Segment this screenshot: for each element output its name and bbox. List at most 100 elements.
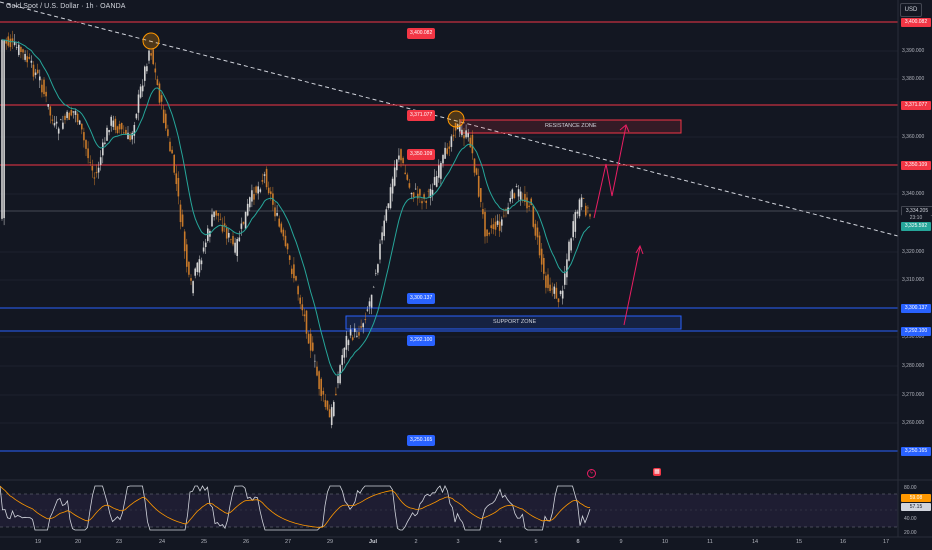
candle-body bbox=[515, 186, 518, 188]
countdown-label: 23:10 bbox=[901, 215, 931, 222]
candle-body bbox=[108, 130, 110, 133]
currency-button[interactable]: USD bbox=[900, 3, 922, 17]
candle-body bbox=[408, 183, 411, 188]
candle-body bbox=[385, 209, 388, 221]
swing-high-marker[interactable] bbox=[142, 32, 160, 50]
candle-body bbox=[444, 147, 446, 159]
date-tick: 15 bbox=[795, 539, 803, 545]
candle-body bbox=[536, 227, 539, 238]
candle-body bbox=[337, 376, 339, 384]
projection-path-up[interactable] bbox=[593, 125, 627, 219]
date-tick: 19 bbox=[34, 539, 42, 545]
candle-body bbox=[366, 309, 369, 311]
date-tick: 6 bbox=[576, 539, 580, 545]
candle-body bbox=[167, 129, 169, 136]
candle-body bbox=[425, 200, 427, 203]
date-tick: 16 bbox=[839, 539, 847, 545]
candle-body bbox=[322, 390, 325, 395]
candle-body bbox=[11, 38, 14, 42]
candle-body bbox=[490, 225, 493, 229]
candle-body bbox=[39, 76, 41, 81]
candle-body bbox=[141, 85, 144, 92]
candle-body bbox=[204, 242, 207, 248]
candle-body bbox=[114, 118, 117, 131]
candle-body bbox=[249, 197, 251, 208]
candle-body bbox=[580, 197, 583, 208]
candle-body bbox=[156, 79, 159, 85]
candle-body bbox=[47, 104, 49, 107]
candle-body bbox=[335, 393, 337, 396]
candle-body bbox=[341, 355, 343, 365]
candle-body bbox=[410, 193, 413, 195]
candle-body bbox=[471, 134, 474, 154]
support-zone[interactable] bbox=[345, 315, 682, 330]
candle-body bbox=[486, 229, 488, 237]
level-tag-r1[interactable]: 3,400.082 bbox=[407, 28, 436, 39]
calendar-icon[interactable]: ▦ bbox=[653, 468, 661, 476]
candle-body bbox=[112, 120, 115, 127]
candle-body bbox=[570, 238, 572, 251]
candle-body bbox=[57, 128, 60, 134]
candle-body bbox=[574, 212, 577, 232]
trendline[interactable] bbox=[0, 1, 899, 237]
candle-body bbox=[305, 310, 308, 334]
candle-body bbox=[530, 198, 532, 206]
candle-body bbox=[280, 223, 283, 233]
support-zone-label: SUPPORT ZONE bbox=[493, 319, 537, 325]
axis-label-r3: 3,350.109 bbox=[901, 161, 931, 170]
level-tag-s3[interactable]: 3,250.165 bbox=[407, 435, 436, 446]
candle-body bbox=[152, 49, 154, 65]
candle-body bbox=[137, 94, 140, 113]
candle-body bbox=[240, 223, 243, 229]
candle-body bbox=[330, 407, 333, 426]
rsi-line bbox=[0, 485, 591, 531]
candle-body bbox=[295, 276, 297, 281]
candle-body bbox=[276, 212, 278, 216]
candle-body bbox=[217, 213, 220, 216]
candle-body bbox=[488, 232, 490, 235]
candle-body bbox=[127, 132, 129, 140]
candle-body bbox=[102, 142, 104, 156]
candle-body bbox=[34, 72, 37, 75]
candle-body bbox=[74, 111, 77, 115]
candle-body bbox=[498, 221, 501, 231]
candle-body bbox=[192, 281, 194, 294]
candle-body bbox=[150, 53, 152, 56]
candle-body bbox=[358, 332, 360, 336]
candle-body bbox=[519, 191, 522, 200]
candle-body bbox=[387, 203, 390, 208]
candle-body bbox=[257, 186, 259, 194]
candle-body bbox=[406, 174, 409, 180]
candle-body bbox=[440, 162, 442, 179]
candle-body bbox=[383, 220, 385, 237]
candle-body bbox=[356, 335, 358, 337]
price-tick: 3,280.000 bbox=[902, 363, 925, 369]
candle-body bbox=[53, 123, 56, 126]
candle-body bbox=[496, 220, 499, 225]
candle-body bbox=[343, 347, 346, 358]
flash-icon[interactable]: ϟ bbox=[587, 469, 596, 478]
candle-body bbox=[146, 66, 148, 72]
date-tick: 27 bbox=[284, 539, 292, 545]
level-tag-s2[interactable]: 3,292.100 bbox=[407, 335, 436, 346]
candle-body bbox=[414, 188, 417, 190]
swing-high-marker-2[interactable] bbox=[447, 110, 465, 128]
level-tag-r3[interactable]: 3,350.109 bbox=[407, 149, 436, 160]
projection-arrow-2[interactable] bbox=[623, 246, 641, 326]
level-tag-s1[interactable]: 3,300.137 bbox=[407, 293, 436, 304]
candle-body bbox=[104, 142, 106, 144]
candle-body bbox=[139, 86, 142, 98]
candle-body bbox=[417, 193, 419, 199]
candle-body bbox=[534, 223, 537, 236]
candle-body bbox=[555, 287, 558, 299]
candle-body bbox=[513, 193, 516, 199]
symbol-title[interactable]: Gold Spot / U.S. Dollar · 1h · OANDA bbox=[6, 3, 126, 10]
candle-body bbox=[351, 337, 354, 340]
level-tag-r2[interactable]: 3,371.077 bbox=[407, 110, 436, 121]
candle-body bbox=[215, 210, 217, 216]
candle-body bbox=[26, 56, 28, 63]
candle-body bbox=[175, 173, 178, 185]
candle-body bbox=[307, 333, 310, 344]
candle-body bbox=[211, 214, 213, 227]
